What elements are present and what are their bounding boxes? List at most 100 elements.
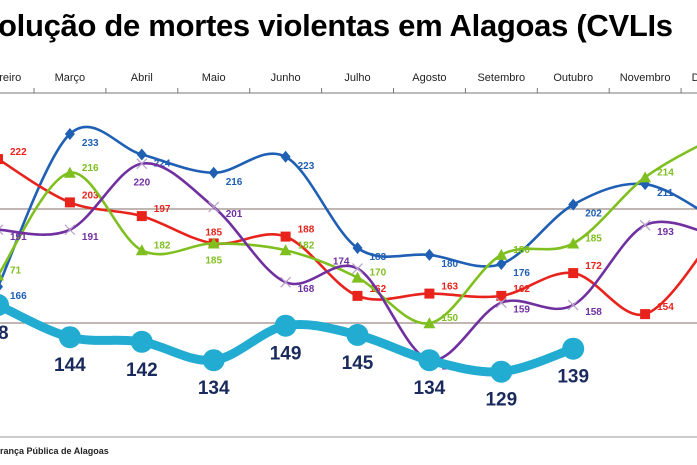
month-label: Julho bbox=[344, 72, 370, 84]
data-point-x bbox=[136, 158, 148, 170]
data-point-triangle bbox=[567, 237, 580, 249]
data-label: 233 bbox=[82, 138, 99, 149]
data-label: 149 bbox=[270, 344, 302, 365]
data-label: 216 bbox=[226, 177, 243, 188]
month-label: Outubro bbox=[553, 72, 593, 84]
data-point-diamond bbox=[136, 148, 147, 161]
data-point-triangle bbox=[63, 166, 76, 178]
data-label: 71 bbox=[10, 265, 22, 276]
data-point-square bbox=[136, 211, 147, 222]
data-label: 223 bbox=[298, 161, 315, 172]
data-point-x bbox=[64, 224, 76, 236]
data-point-triangle bbox=[135, 244, 148, 256]
data-label: 224 bbox=[154, 159, 171, 170]
data-point-x bbox=[567, 299, 579, 311]
month-label: Abril bbox=[131, 72, 153, 84]
data-label: 58 bbox=[0, 323, 9, 344]
data-point-diamond bbox=[424, 248, 435, 261]
data-point-diamond bbox=[352, 242, 363, 254]
data-point-circle bbox=[130, 330, 153, 353]
data-point-square bbox=[496, 290, 507, 301]
data-point-circle bbox=[0, 294, 9, 316]
data-label: 185 bbox=[205, 255, 222, 266]
data-label: 185 bbox=[585, 233, 602, 244]
data-label: 144 bbox=[54, 355, 86, 376]
data-point-square bbox=[0, 154, 3, 165]
data-label: 216 bbox=[82, 163, 99, 174]
data-point-square bbox=[424, 288, 435, 299]
data-label: 159 bbox=[513, 305, 530, 316]
data-point-circle bbox=[274, 314, 297, 337]
data-label: 166 bbox=[10, 291, 27, 302]
data-point-diamond bbox=[568, 198, 579, 211]
data-label: 129 bbox=[485, 390, 517, 411]
month-label: Fevereiro bbox=[0, 72, 21, 84]
month-label: Março bbox=[55, 72, 86, 84]
data-label: 134 bbox=[198, 378, 230, 399]
data-label: 142 bbox=[126, 360, 158, 381]
data-point-circle bbox=[346, 323, 369, 346]
data-label: 174 bbox=[333, 257, 350, 268]
month-label: Agosto bbox=[412, 72, 446, 84]
data-point-triangle bbox=[639, 171, 652, 183]
data-point-circle bbox=[562, 337, 585, 360]
data-label: 203 bbox=[82, 190, 99, 201]
data-label: 168 bbox=[298, 284, 315, 295]
data-label: 222 bbox=[10, 147, 27, 158]
data-point-diamond bbox=[64, 128, 75, 140]
data-point-diamond bbox=[496, 257, 507, 270]
chart-title: olução de mortes violentas em Alagoas (C… bbox=[0, 8, 673, 43]
data-label: 182 bbox=[154, 240, 171, 251]
data-point-x bbox=[495, 297, 507, 309]
data-label: 193 bbox=[657, 227, 674, 238]
data-point-triangle bbox=[423, 317, 436, 329]
data-label: 183 bbox=[370, 252, 387, 263]
data-label: 211 bbox=[657, 188, 674, 199]
data-label: 163 bbox=[441, 282, 458, 293]
data-point-square bbox=[280, 231, 291, 242]
data-point-triangle bbox=[279, 244, 292, 256]
data-point-diamond bbox=[280, 150, 291, 163]
data-point-circle bbox=[418, 349, 441, 372]
data-point-square bbox=[64, 197, 75, 208]
data-point-diamond bbox=[0, 283, 3, 291]
data-label: 150 bbox=[441, 313, 458, 324]
data-label: 214 bbox=[657, 167, 674, 178]
data-label: 134 bbox=[414, 378, 446, 399]
data-label: 220 bbox=[133, 178, 150, 189]
data-point-circle bbox=[202, 349, 225, 372]
data-point-x bbox=[352, 263, 363, 274]
month-label: Dezembro bbox=[692, 72, 697, 84]
data-label: 172 bbox=[585, 261, 602, 272]
data-label: 185 bbox=[205, 227, 222, 238]
data-point-square bbox=[352, 290, 363, 301]
data-label: 154 bbox=[657, 302, 674, 313]
data-label: 180 bbox=[513, 245, 530, 256]
data-label: 158 bbox=[585, 307, 602, 318]
data-point-x bbox=[280, 276, 292, 288]
data-label: 139 bbox=[557, 367, 589, 388]
month-label: Novembro bbox=[620, 72, 671, 84]
data-point-circle bbox=[490, 360, 513, 383]
data-point-triangle bbox=[0, 273, 4, 281]
data-label: 201 bbox=[226, 209, 243, 220]
data-label: 202 bbox=[585, 209, 602, 220]
data-label: 180 bbox=[441, 259, 458, 270]
data-point-square bbox=[568, 268, 579, 279]
data-label: 191 bbox=[10, 232, 27, 243]
data-point-x bbox=[0, 224, 4, 236]
data-label: 170 bbox=[370, 268, 387, 279]
source-note: rança Pública de Alagoas bbox=[0, 446, 109, 456]
data-point-diamond bbox=[208, 166, 219, 179]
data-label: 197 bbox=[154, 204, 171, 215]
data-point-triangle bbox=[495, 248, 508, 260]
data-point-circle bbox=[58, 326, 81, 349]
data-label: 182 bbox=[298, 240, 315, 251]
data-label: 162 bbox=[513, 284, 530, 295]
month-label: Junho bbox=[271, 72, 301, 84]
data-label: 145 bbox=[342, 353, 374, 374]
series-line bbox=[0, 125, 697, 286]
data-point-triangle bbox=[351, 271, 364, 283]
data-label: 188 bbox=[298, 225, 315, 236]
